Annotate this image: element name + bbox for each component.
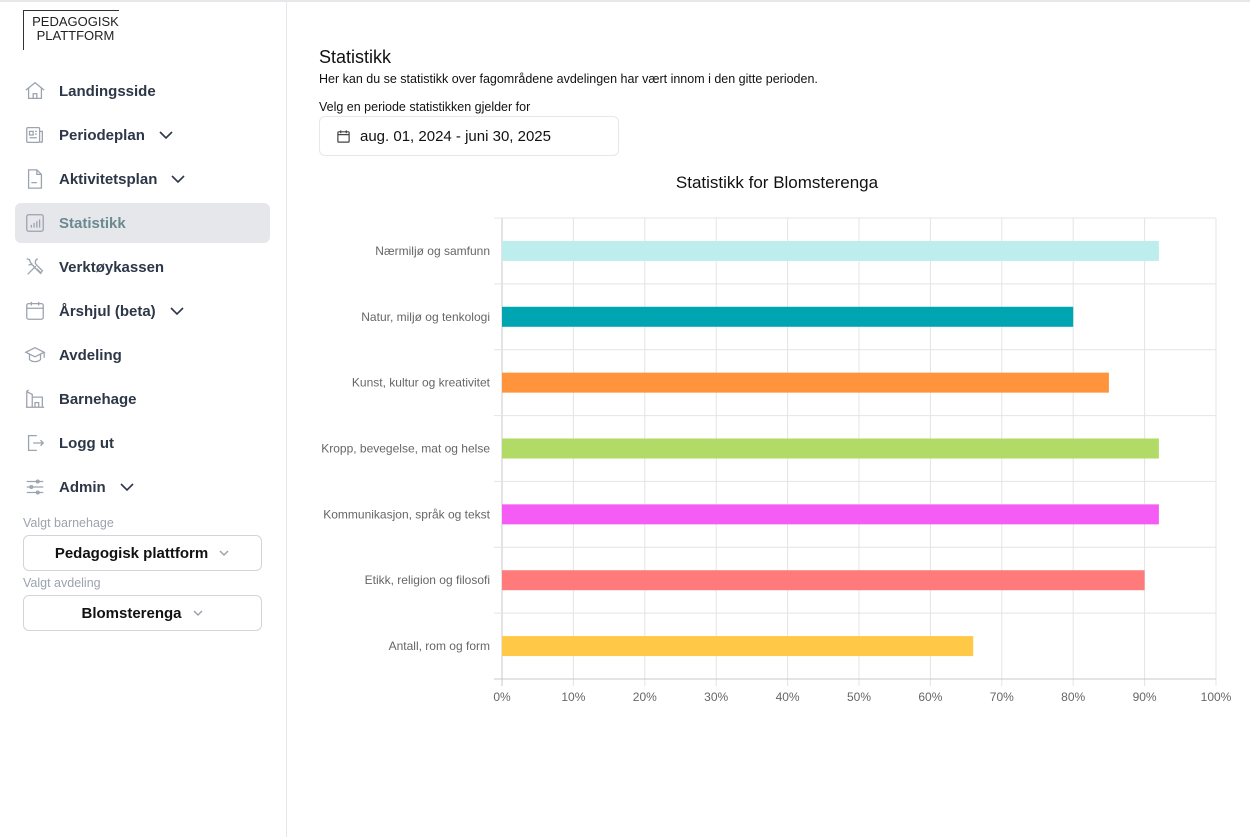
logo[interactable]: PEDAGOGISK PLATTFORM [23,10,119,50]
sidebar-item-avdeling[interactable]: Avdeling [15,335,270,375]
chevron-down-icon [219,550,229,557]
y-category-label: Kommunikasjon, språk og tekst [323,507,490,521]
department-select[interactable]: Blomsterenga [23,595,262,631]
sidebar-item-periodeplan[interactable]: Periodeplan [15,115,270,155]
chart-title: Statistikk for Blomsterenga [676,173,879,192]
sidebar-item-verktøykassen[interactable]: Verktøykassen [15,247,270,287]
y-category-label: Antall, rom og form [389,639,490,653]
x-tick-label: 70% [990,690,1014,704]
logout-icon [27,435,45,451]
home-icon [25,81,45,99]
x-tick-label: 40% [776,690,800,704]
chevron-down-icon[interactable] [168,302,186,320]
sidebar-item-landingsside[interactable]: Landingsside [15,71,270,111]
x-tick-label: 90% [1133,690,1157,704]
sidebar-item-årshjul-beta[interactable]: Årshjul (beta) [15,291,270,331]
x-tick-label: 80% [1061,690,1085,704]
calendar-icon [26,301,44,320]
y-category-label: Kunst, kultur og kreativitet [352,376,491,390]
x-tick-label: 20% [633,690,657,704]
x-tick-label: 0% [493,690,511,704]
calendar-icon [337,129,350,143]
bar [502,372,1109,393]
y-category-label: Natur, miljø og tenkologi [361,310,490,324]
bar [502,636,974,657]
bar [502,438,1159,459]
y-category-label: Nærmiljø og samfunn [375,244,490,258]
kindergarten-select[interactable]: Pedagogisk plattform [23,535,262,571]
chevron-down-icon[interactable] [118,478,136,496]
sidebar-item-logg-ut[interactable]: Logg ut [15,423,270,463]
x-tick-label: 30% [704,690,728,704]
tools-icon [26,258,44,275]
y-category-label: Kropp, bevegelse, mat og helse [321,442,490,456]
x-tick-label: 50% [847,690,871,704]
date-range-picker[interactable]: aug. 01, 2024 - juni 30, 2025 [319,116,619,156]
kindergarten-label: Valgt barnehage [23,516,114,530]
bar [502,570,1145,591]
chevron-down-icon[interactable] [169,170,187,188]
bar-chart-icon [26,214,44,232]
bar [502,504,1159,525]
period-label: Velg en periode statistikken gjelder for [319,100,531,114]
chevron-down-icon [192,610,203,617]
page-description: Her kan du se statistikk over fagområden… [319,72,818,86]
chevron-down-icon[interactable] [157,126,175,144]
building-icon [25,389,45,408]
page-title: Statistikk [319,47,392,67]
sidebar-item-statistikk[interactable]: Statistikk [15,203,270,243]
x-tick-label: 100% [1201,690,1232,704]
graduation-cap-icon [24,346,46,363]
department-label: Valgt avdeling [23,576,101,590]
bar [502,306,1074,327]
sidebar-item-admin[interactable]: Admin [15,467,270,507]
bar [502,240,1159,261]
sliders-icon [26,479,44,495]
sidebar-item-aktivitetsplan[interactable]: Aktivitetsplan [15,159,270,199]
newspaper-icon [26,127,43,143]
x-tick-label: 60% [918,690,942,704]
sidebar: PEDAGOGISK PLATTFORM Landingsside Periodep… [0,2,287,837]
document-icon [27,169,43,189]
x-tick-label: 10% [561,690,585,704]
sidebar-item-barnehage[interactable]: Barnehage [15,379,270,419]
y-category-label: Etikk, religion og filosofi [365,573,490,587]
